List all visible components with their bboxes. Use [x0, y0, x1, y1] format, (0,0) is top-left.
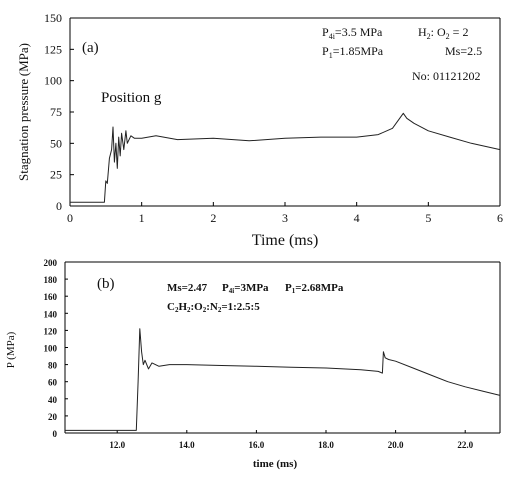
- x-tick-label: 1: [139, 211, 145, 225]
- y-tick-label: 180: [44, 275, 58, 285]
- chart-a-annot-p1: P1=1.85MPa: [322, 44, 384, 60]
- chart-b-panel-label: (b): [97, 276, 115, 292]
- chart-a: (a) P4i=3.5 MPa H2: O2 = 2 P1=1.85MPa Ms…: [16, 11, 503, 249]
- chart-a-x-label: Time (ms): [252, 232, 319, 249]
- y-tick-label: 60: [48, 378, 58, 388]
- x-tick-label: 22.0: [457, 440, 473, 450]
- chart-b-series-line: [65, 328, 501, 431]
- chart-a-annot-h2o2: H2: O2 = 2: [418, 25, 468, 41]
- chart-a-annot-p4i: P4i=3.5 MPa: [322, 25, 383, 41]
- x-tick-label: 5: [425, 211, 431, 225]
- chart-b-x-label: time (ms): [253, 458, 298, 470]
- y-tick-label: 50: [50, 136, 62, 150]
- y-tick-label: 80: [48, 361, 58, 371]
- y-tick-label: 120: [44, 326, 58, 336]
- chart-a-annot-ms: Ms=2.5: [445, 44, 482, 58]
- x-tick-label: 0: [67, 211, 73, 225]
- x-tick-label: 18.0: [318, 440, 334, 450]
- y-tick-label: 100: [44, 344, 58, 354]
- chart-b-annot-mixture: C2H2:O2:N2=1:2.5:5: [167, 301, 260, 314]
- chart-a-panel-label: (a): [82, 40, 99, 56]
- x-tick-label: 2: [210, 211, 216, 225]
- x-tick-label: 4: [354, 211, 360, 225]
- chart-b-y-label: P (MPa): [5, 331, 17, 368]
- x-tick-label: 6: [497, 211, 503, 225]
- y-tick-label: 25: [50, 168, 62, 182]
- chart-b-annot-p1: P1=2.68MPa: [285, 282, 344, 295]
- chart-a-annot-no: No: 01121202: [412, 69, 481, 83]
- y-tick-label: 150: [44, 11, 62, 25]
- y-tick-label: 160: [44, 292, 58, 302]
- chart-b: (b) Ms=2.47 P4i=3MPa P1=2.68MPa C2H2:O2:…: [5, 258, 501, 470]
- y-tick-label: 100: [44, 74, 62, 88]
- x-tick-label: 16.0: [249, 440, 265, 450]
- y-tick-label: 200: [44, 258, 58, 268]
- y-tick-label: 140: [44, 309, 58, 319]
- y-tick-label: 0: [53, 429, 58, 439]
- x-tick-label: 12.0: [109, 440, 125, 450]
- chart-a-y-label: Stagnation pressure (MPa): [16, 43, 31, 181]
- y-tick-label: 20: [48, 412, 58, 422]
- chart-a-annot-position: Position g: [101, 90, 162, 106]
- y-tick-label: 40: [48, 395, 58, 405]
- y-tick-label: 75: [50, 105, 62, 119]
- chart-b-annot-p4: P4i=3MPa: [222, 282, 269, 295]
- x-tick-label: 20.0: [388, 440, 404, 450]
- chart-b-annot-ms: Ms=2.47: [167, 282, 208, 294]
- y-tick-label: 0: [56, 199, 62, 213]
- chart-a-series-line: [70, 112, 501, 203]
- x-tick-label: 14.0: [179, 440, 195, 450]
- x-tick-label: 3: [282, 211, 288, 225]
- y-tick-label: 125: [44, 42, 62, 56]
